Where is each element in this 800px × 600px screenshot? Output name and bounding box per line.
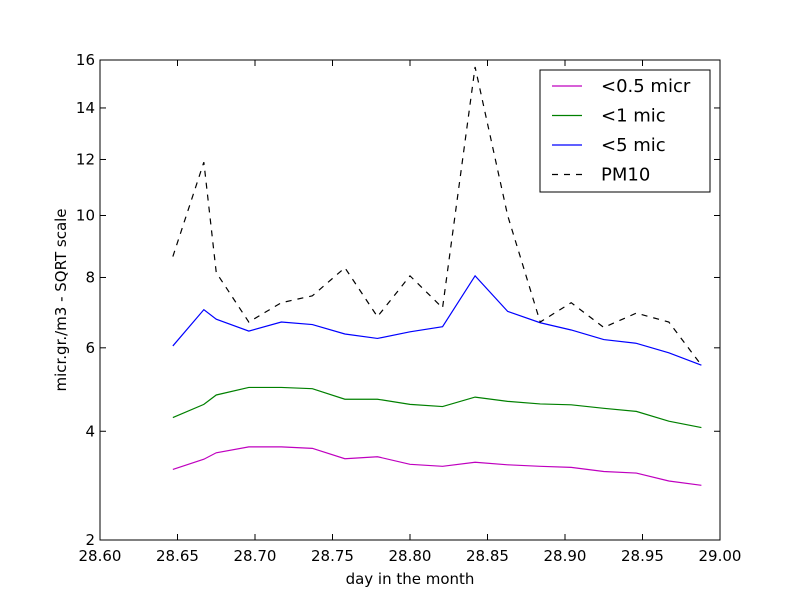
y-tick-label: 10 — [76, 207, 95, 225]
legend-label-1: <0.5 micr — [601, 76, 691, 97]
x-tick-label: 28.65 — [156, 547, 199, 565]
y-tick-label: 2 — [85, 531, 95, 549]
x-tick-label: 28.85 — [466, 547, 509, 565]
y-tick-label: 16 — [76, 51, 95, 69]
y-axis-label: micr.gr./m3 - SQRT scale — [52, 208, 70, 391]
axis-ticks: 28.60 28.65 28.70 28.75 28.80 28.85 28.90 28.95… — [76, 51, 742, 565]
y-tick-label: 4 — [85, 422, 95, 440]
legend-label-2: <1 mic — [601, 106, 666, 127]
legend: <0.5 micr <1 mic <5 mic PM10 — [539, 69, 711, 193]
x-axis-label: day in the month — [346, 570, 475, 588]
legend-label-3: <5 mic — [601, 135, 666, 156]
series-line-1 — [172, 446, 702, 486]
y-tick-label: 6 — [85, 339, 95, 357]
y-tick-label: 14 — [76, 99, 95, 117]
x-tick-label: 28.75 — [311, 547, 354, 565]
y-tick-label: 12 — [76, 150, 95, 168]
plot-frame — [99, 59, 721, 541]
y-tick-label: 8 — [85, 268, 95, 286]
x-tick-label: 29.00 — [699, 547, 742, 565]
x-tick-label: 28.95 — [621, 547, 664, 565]
series-line-3 — [172, 274, 702, 366]
legend-box — [539, 69, 711, 193]
legend-entries: <0.5 micr <1 mic <5 mic PM10 — [552, 76, 691, 186]
series-line-2 — [172, 386, 702, 429]
plot-area — [172, 66, 702, 486]
x-tick-label: 28.80 — [389, 547, 432, 565]
x-tick-label: 28.60 — [79, 547, 122, 565]
legend-label-4: PM10 — [601, 165, 650, 186]
x-tick-label: 28.70 — [234, 547, 277, 565]
series-line-4 — [172, 66, 702, 366]
x-tick-label: 28.90 — [544, 547, 587, 565]
